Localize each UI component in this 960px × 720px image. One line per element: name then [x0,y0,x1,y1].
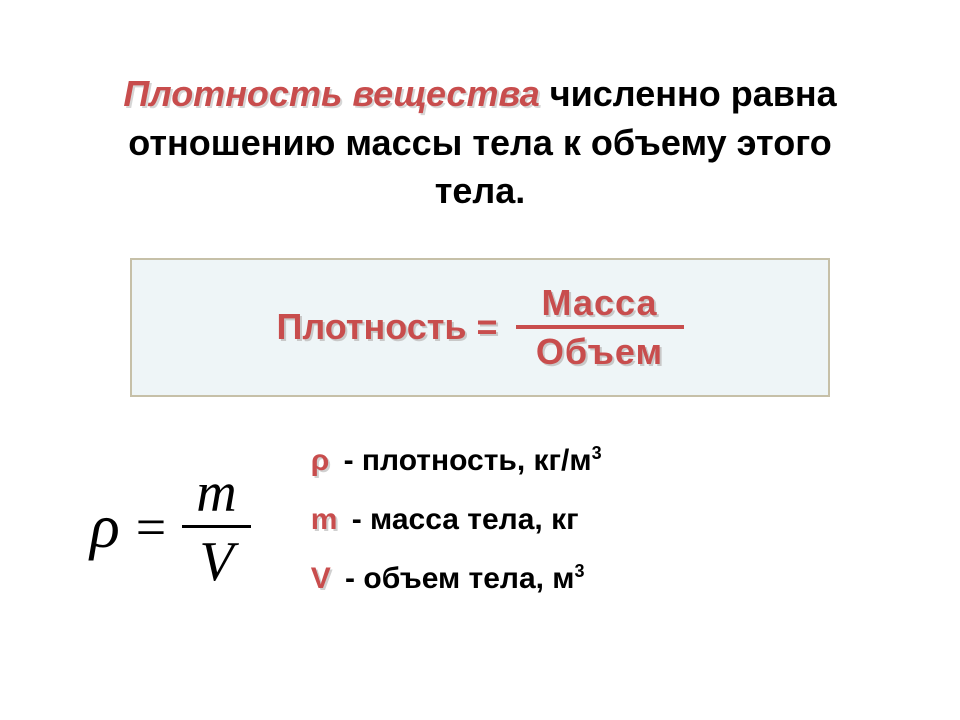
legend: ρ - плотность, кг/м3 m - масса тела, кг … [311,437,602,596]
legend-dash: - [343,503,370,536]
legend-sup: 3 [592,443,602,463]
bottom-row: ρ = m V ρ - плотность, кг/м3 m - масса т… [70,437,890,596]
legend-dash: - [337,562,364,595]
legend-row-m: m - масса тела, кг [311,502,602,537]
symbol-equals: = [136,496,166,558]
legend-sup: 3 [575,561,585,581]
word-formula-lhs: Плотность = [276,306,505,348]
legend-symbol: m [311,503,344,536]
definition-term: Плотность вещества [123,73,539,114]
symbol-rho: ρ [90,492,120,563]
legend-row-v: V - объем тела, м3 [311,561,602,596]
legend-symbol: ρ [311,444,336,477]
legend-row-rho: ρ - плотность, кг/м3 [311,443,602,478]
word-formula-box: Плотность = Масса Объем [130,258,830,397]
word-formula-fraction: Масса Объем [516,282,684,373]
symbolic-fraction: m V [182,465,250,590]
legend-desc: масса тела, кг [370,503,579,536]
legend-symbol: V [311,562,337,595]
symbol-denominator: V [199,528,233,590]
legend-dash: - [335,444,362,477]
word-formula-denominator: Объем [536,329,663,372]
word-formula-numerator: Масса [516,282,684,329]
legend-desc: объем тела, м [363,562,574,595]
definition-text: Плотность вещества численно равна отноше… [80,70,880,216]
legend-desc: плотность, кг/м [362,444,592,477]
symbolic-formula: ρ = m V [90,437,251,590]
slide: Плотность вещества численно равна отноше… [0,0,960,720]
symbol-numerator: m [182,465,250,528]
